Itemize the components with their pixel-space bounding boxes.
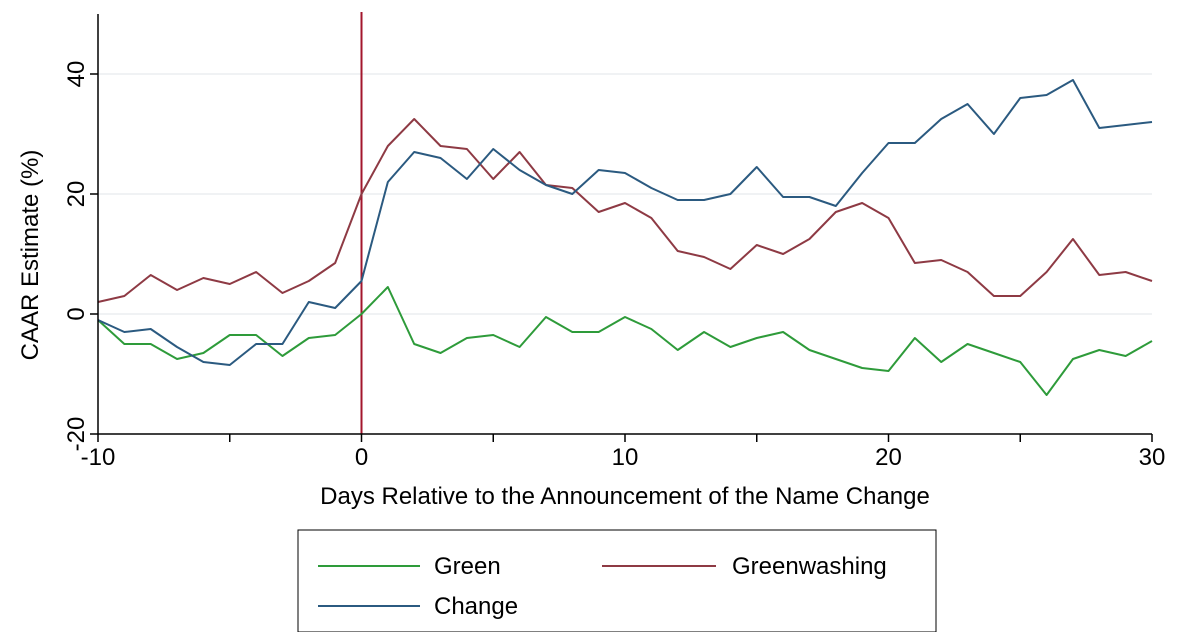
series-lines [97, 79, 1153, 396]
x-tick-label-20: 20 [875, 444, 902, 471]
y-tick-label-0: 0 [63, 307, 90, 320]
series-line-change [97, 79, 1153, 366]
y-tick-label--20: -20 [63, 417, 90, 452]
series-line-greenwashing [97, 118, 1153, 303]
legend-label-change: Change [434, 593, 518, 620]
x-tick-label-10: 10 [612, 444, 639, 471]
x-axis-title: Days Relative to the Announcement of the… [320, 483, 930, 510]
x-tick-label-30: 30 [1139, 444, 1166, 471]
y-tick-label-40: 40 [63, 61, 90, 88]
x-tick-label--10: -10 [81, 444, 116, 471]
gridlines [98, 73, 1152, 315]
y-tick-label-20: 20 [63, 181, 90, 208]
x-tick-label-0: 0 [355, 444, 368, 471]
legend-label-green: Green [434, 553, 501, 580]
series-line-green [97, 286, 1153, 396]
legend: Green Greenwashing Change [297, 529, 937, 632]
y-axis-title: CAAR Estimate (%) [17, 150, 44, 361]
axes: -20 0 20 40 -10 0 10 20 30 [63, 14, 1165, 471]
legend-box [297, 529, 937, 632]
legend-label-greenwashing: Greenwashing [732, 553, 887, 580]
